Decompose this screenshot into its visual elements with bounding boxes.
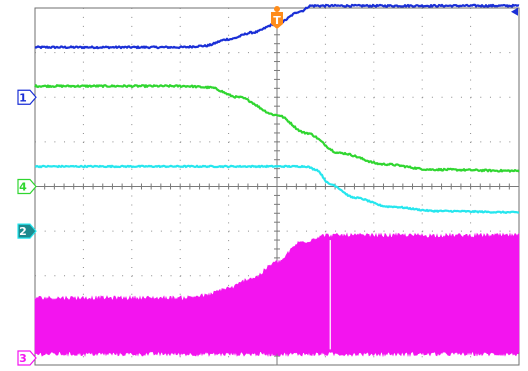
channel-marker-label: 4: [19, 181, 27, 194]
trigger-marker-icon: [271, 12, 283, 29]
channel-marker-shape: [17, 178, 37, 195]
traces: [34, 3, 520, 358]
trace-3: [34, 232, 520, 358]
channel-marker-label: 3: [19, 352, 27, 365]
channel-marker-label: 2: [19, 225, 27, 238]
trace-2: [34, 164, 520, 214]
trigger-pin: [274, 6, 280, 12]
reference-arrow-icon: [511, 7, 518, 16]
channel-marker-4: 4: [17, 178, 37, 195]
channel-marker-shape: [17, 350, 37, 366]
trace-4: [34, 84, 520, 173]
channel-markers: 1 4 2 3: [17, 7, 518, 366]
channel-marker-shape: [17, 89, 37, 105]
trigger-marker: T: [271, 6, 283, 29]
channel-marker-label: 1: [19, 91, 27, 104]
channel-marker-1: 1: [17, 89, 37, 105]
channel-marker-2: 2: [17, 223, 37, 239]
trigger-marker-label: T: [273, 14, 281, 27]
channel-marker-shape: [17, 223, 37, 239]
channel-marker-3: 3: [17, 350, 37, 366]
